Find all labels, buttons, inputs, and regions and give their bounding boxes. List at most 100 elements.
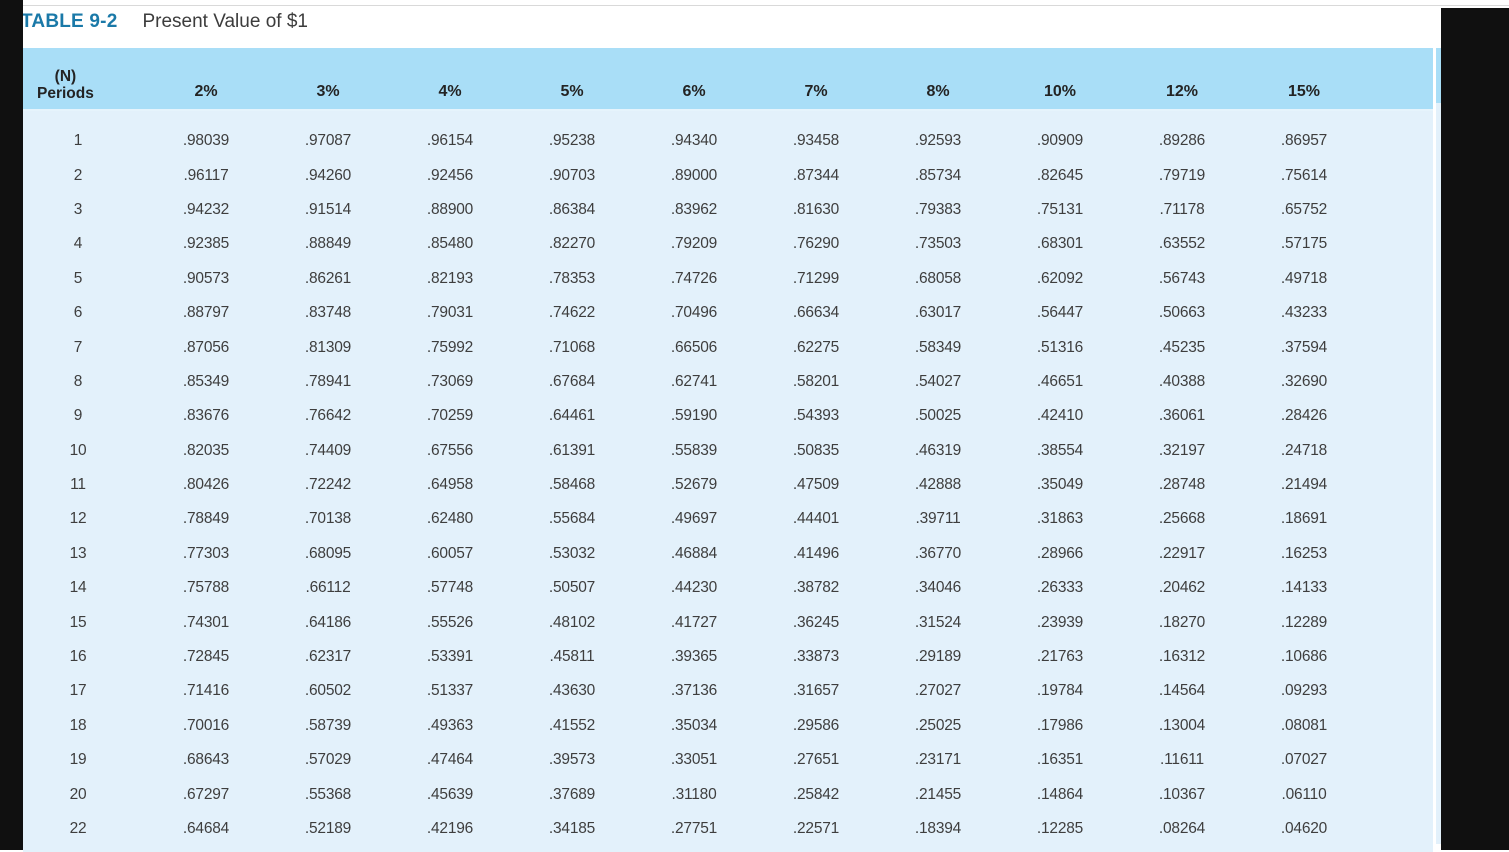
rate-header-cell: 7%	[755, 48, 877, 111]
table-row: 17.71416.60502.51337.43630.37136.31657.2…	[23, 674, 1433, 709]
value-cell: .74409	[267, 433, 389, 468]
value-cell: .32690	[1243, 364, 1365, 400]
table-row: 9.83676.76642.70259.64461.59190.54393.50…	[23, 399, 1433, 434]
value-cell: .73503	[877, 227, 999, 262]
value-cell: .90573	[145, 261, 267, 296]
value-cell: .86384	[511, 192, 633, 228]
value-cell: .21455	[877, 777, 999, 812]
row-filler-cell	[1365, 124, 1433, 159]
period-header-stack: (N) Periods	[37, 68, 94, 102]
value-cell: .59190	[633, 399, 755, 434]
table-row: 19.68643.57029.47464.39573.33051.27651.2…	[23, 743, 1433, 778]
value-cell: .64186	[267, 605, 389, 640]
value-cell: .38782	[755, 571, 877, 606]
value-cell: .06110	[1243, 777, 1365, 812]
value-cell: .54393	[755, 399, 877, 434]
body-bottom-spacer	[23, 846, 1433, 852]
left-frame-bar	[0, 0, 23, 850]
rate-header-cell: 2%	[145, 48, 267, 111]
value-cell: .25668	[1121, 502, 1243, 537]
value-cell: .82270	[511, 227, 633, 262]
row-filler-cell	[1365, 433, 1433, 468]
value-cell: .37136	[633, 674, 755, 709]
value-cell: .96154	[389, 124, 511, 159]
value-cell: .36061	[1121, 399, 1243, 434]
period-cell: 11	[23, 467, 145, 503]
value-cell: .49718	[1243, 261, 1365, 296]
value-cell: .18691	[1243, 502, 1365, 537]
value-cell: .38554	[999, 433, 1121, 468]
value-cell: .57175	[1243, 227, 1365, 262]
period-cell: 1	[23, 124, 145, 159]
value-cell: .14864	[999, 777, 1121, 812]
value-cell: .66506	[633, 330, 755, 365]
value-cell: .78353	[511, 261, 633, 296]
value-cell: .92456	[389, 158, 511, 193]
value-cell: .63552	[1121, 227, 1243, 262]
value-cell: .82035	[145, 433, 267, 468]
value-cell: .43233	[1243, 295, 1365, 331]
value-cell: .33873	[755, 639, 877, 675]
value-cell: .93458	[755, 124, 877, 159]
value-cell: .39365	[633, 639, 755, 675]
table-row: 8.85349.78941.73069.67684.62741.58201.54…	[23, 364, 1433, 400]
row-filler-cell	[1365, 708, 1433, 744]
value-cell: .25025	[877, 708, 999, 744]
value-cell: .74301	[145, 605, 267, 640]
table-row: 18.70016.58739.49363.41552.35034.29586.2…	[23, 708, 1433, 744]
value-cell: .50663	[1121, 295, 1243, 331]
value-cell: .29189	[877, 639, 999, 675]
period-cell: 6	[23, 295, 145, 331]
value-cell: .31524	[877, 605, 999, 640]
value-cell: .79383	[877, 192, 999, 228]
table-row: 14.75788.66112.57748.50507.44230.38782.3…	[23, 571, 1433, 606]
value-cell: .39711	[877, 502, 999, 537]
value-cell: .08264	[1121, 811, 1243, 847]
value-cell: .66634	[755, 295, 877, 331]
value-cell: .50025	[877, 399, 999, 434]
value-cell: .79209	[633, 227, 755, 262]
period-header-cell: (N) Periods	[23, 48, 145, 111]
value-cell: .92593	[877, 124, 999, 159]
value-cell: .37594	[1243, 330, 1365, 365]
value-cell: .68643	[145, 743, 267, 778]
value-cell: .67684	[511, 364, 633, 400]
value-cell: .33051	[633, 743, 755, 778]
value-cell: .89000	[633, 158, 755, 193]
period-cell: 15	[23, 605, 145, 640]
value-cell: .61391	[511, 433, 633, 468]
value-cell: .41496	[755, 536, 877, 572]
value-cell: .42888	[877, 467, 999, 503]
period-header-line2: Periods	[37, 85, 94, 102]
value-cell: .10686	[1243, 639, 1365, 675]
table-row: 15.74301.64186.55526.48102.41727.36245.3…	[23, 605, 1433, 640]
period-cell: 20	[23, 777, 145, 812]
period-cell: 3	[23, 192, 145, 228]
table-row: 16.72845.62317.53391.45811.39365.33873.2…	[23, 639, 1433, 675]
value-cell: .71416	[145, 674, 267, 709]
row-filler-cell	[1365, 192, 1433, 228]
value-cell: .79031	[389, 295, 511, 331]
row-filler-cell	[1365, 399, 1433, 434]
value-cell: .24718	[1243, 433, 1365, 468]
row-filler-cell	[1365, 261, 1433, 296]
period-cell: 19	[23, 743, 145, 778]
value-cell: .64958	[389, 467, 511, 503]
value-cell: .50507	[511, 571, 633, 606]
value-cell: .16253	[1243, 536, 1365, 572]
value-cell: .21494	[1243, 467, 1365, 503]
value-cell: .52679	[633, 467, 755, 503]
value-cell: .19784	[999, 674, 1121, 709]
value-cell: .81630	[755, 192, 877, 228]
table-row: 12.78849.70138.62480.55684.49697.44401.3…	[23, 502, 1433, 537]
rate-header-cell: 5%	[511, 48, 633, 111]
row-filler-cell	[1365, 811, 1433, 847]
value-cell: .49363	[389, 708, 511, 744]
value-cell: .44230	[633, 571, 755, 606]
page-top-hairline	[23, 5, 1509, 6]
value-cell: .36245	[755, 605, 877, 640]
table-row: 20.67297.55368.45639.37689.31180.25842.2…	[23, 777, 1433, 812]
row-filler-cell	[1365, 674, 1433, 709]
value-cell: .50835	[755, 433, 877, 468]
value-cell: .55526	[389, 605, 511, 640]
